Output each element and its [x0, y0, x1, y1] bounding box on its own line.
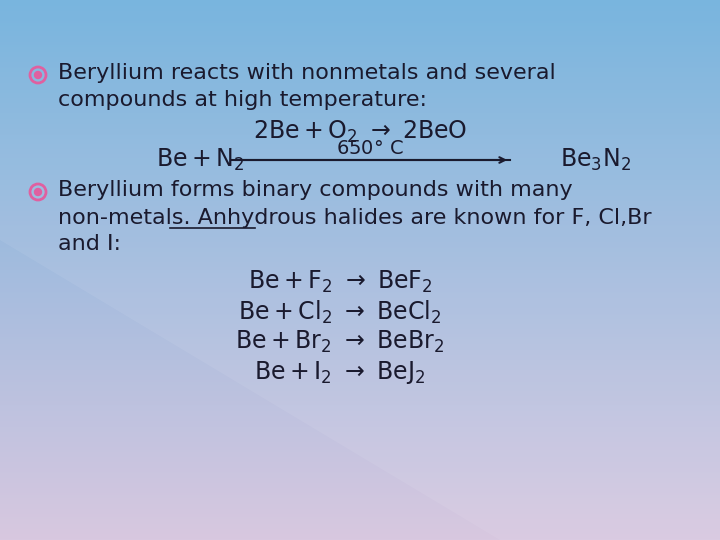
Circle shape — [35, 71, 42, 78]
Text: $\rm 650°\ C$: $\rm 650°\ C$ — [336, 139, 404, 158]
Circle shape — [35, 188, 42, 195]
Text: $\rm Be+N_2$: $\rm Be+N_2$ — [156, 147, 244, 173]
Text: $\rm Be+Br_2\ \rightarrow\ BeBr_2$: $\rm Be+Br_2\ \rightarrow\ BeBr_2$ — [235, 329, 445, 355]
Text: non-metals. Anhydrous halides are known for F, Cl,Br: non-metals. Anhydrous halides are known … — [58, 208, 652, 228]
Text: and I:: and I: — [58, 234, 121, 254]
Text: $\rm Be+Cl_2\ \rightarrow\ BeCl_2$: $\rm Be+Cl_2\ \rightarrow\ BeCl_2$ — [238, 299, 442, 326]
Text: Beryllium forms binary compounds with many: Beryllium forms binary compounds with ma… — [58, 180, 572, 200]
Text: Beryllium reacts with nonmetals and several: Beryllium reacts with nonmetals and seve… — [58, 63, 556, 83]
Text: compounds at high temperature:: compounds at high temperature: — [58, 90, 427, 110]
Text: $\rm Be_3N_2$: $\rm Be_3N_2$ — [560, 147, 631, 173]
Text: $\rm Be+F_2\ \rightarrow\ BeF_2$: $\rm Be+F_2\ \rightarrow\ BeF_2$ — [248, 269, 432, 295]
Text: $\rm 2Be+O_2\ \rightarrow\ 2BeO$: $\rm 2Be+O_2\ \rightarrow\ 2BeO$ — [253, 119, 467, 145]
Text: $\rm Be+I_2\ \rightarrow\ BeJ_2$: $\rm Be+I_2\ \rightarrow\ BeJ_2$ — [254, 359, 426, 386]
